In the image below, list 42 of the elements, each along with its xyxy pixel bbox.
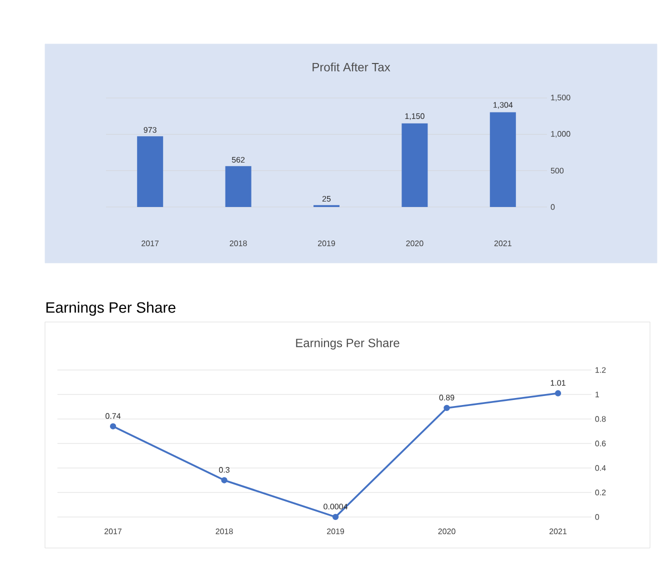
x-tick-label: 2020 xyxy=(438,528,456,534)
data-label: 25 xyxy=(322,196,331,202)
x-tick-label: 2020 xyxy=(406,240,424,246)
point xyxy=(110,423,116,430)
x-tick-label: 2018 xyxy=(216,528,233,534)
y-tick-label: 0.8 xyxy=(595,416,606,422)
x-tick-label: 2018 xyxy=(230,240,247,246)
x-tick-label: 2017 xyxy=(142,240,159,246)
point xyxy=(444,404,450,412)
y-tick-label: 500 xyxy=(550,168,564,174)
bar xyxy=(490,112,516,207)
y-tick-label: 0 xyxy=(550,204,555,210)
y-tick-label: 0.4 xyxy=(595,465,606,471)
y-tick-label: 1,000 xyxy=(551,131,570,138)
bar xyxy=(225,166,252,207)
y-tick-label: 1.2 xyxy=(596,367,606,373)
y-tick-label: 0.6 xyxy=(595,440,606,446)
data-label: 1,304 xyxy=(494,102,513,109)
chart-title: Profit After Tax xyxy=(312,62,390,72)
data-label: 0.89 xyxy=(439,394,454,400)
x-tick-label: 2019 xyxy=(318,240,336,246)
data-label: 0.74 xyxy=(106,413,121,419)
data-label: 973 xyxy=(144,127,156,133)
bar xyxy=(402,123,428,207)
data-label: 0.3 xyxy=(219,467,230,473)
point xyxy=(332,514,339,520)
x-tick-label: 2021 xyxy=(550,528,567,534)
point xyxy=(221,477,228,484)
chart-title: Earnings Per Share xyxy=(296,338,400,350)
point xyxy=(554,390,562,396)
y-tick-label: 0 xyxy=(595,514,600,520)
data-label: 562 xyxy=(232,156,245,163)
y-tick-label: 0.2 xyxy=(595,490,606,496)
y-tick-label: 1 xyxy=(596,392,599,398)
data-label: 1.01 xyxy=(550,380,566,386)
y-tick-label: 1,500 xyxy=(551,94,570,102)
x-tick-label: 2019 xyxy=(327,528,344,534)
data-label: 1,150 xyxy=(405,113,424,120)
text: Earnings Per Share xyxy=(46,302,176,316)
x-tick-label: 2021 xyxy=(494,240,512,246)
bar xyxy=(137,136,164,207)
x-tick-label: 2017 xyxy=(104,528,122,534)
